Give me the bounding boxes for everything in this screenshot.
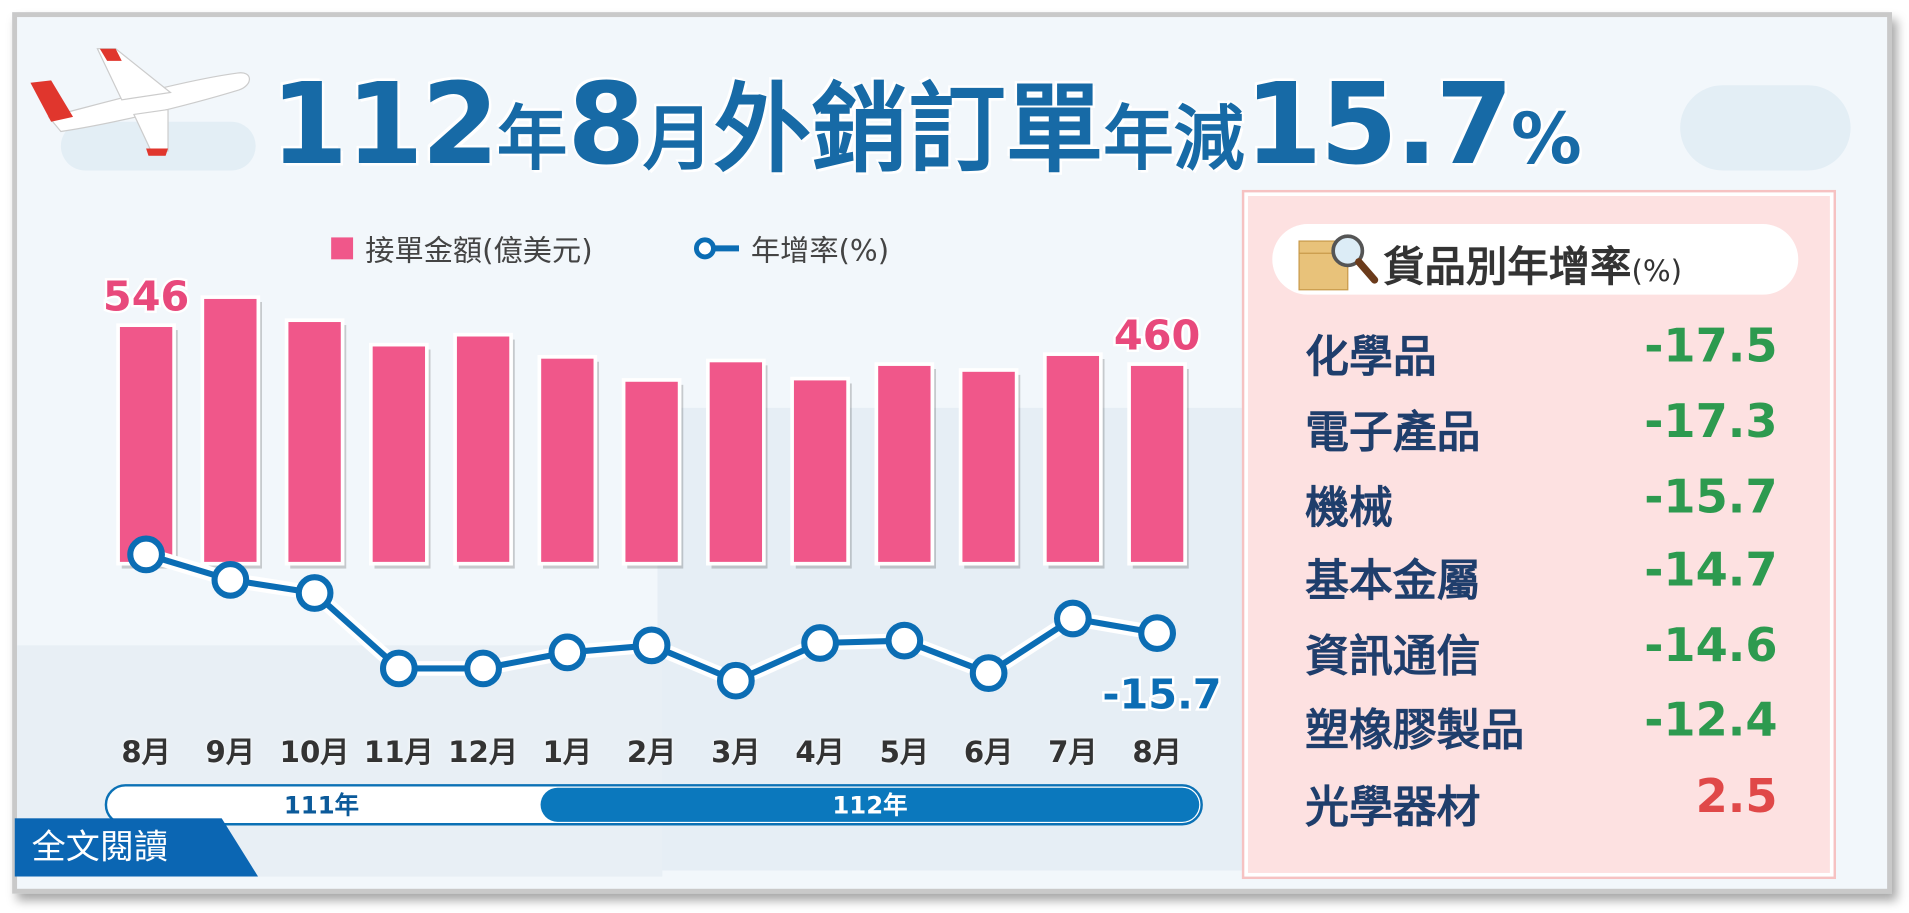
page-title: 112年8月外銷訂單年減15.7% (270, 51, 1582, 192)
line-point (127, 535, 165, 574)
bar (369, 342, 429, 566)
line-point (1138, 614, 1176, 652)
chart-plot: 546 460 -15.7 (100, 270, 1224, 721)
chart-legend: 接單金額(億美元) 年增率(%) (331, 226, 889, 269)
x-tick-label: 11月 (363, 735, 434, 770)
bar (453, 332, 513, 566)
x-tick-label: 8月 (121, 735, 171, 770)
category-label: 電子產品 (1305, 407, 1481, 458)
bar (874, 362, 935, 566)
legend-line-swatch (693, 236, 739, 259)
line-point (801, 624, 839, 662)
bar (958, 368, 1019, 566)
title-year: 112 (270, 59, 499, 190)
read-full-text-button[interactable]: 全文閱讀 (14, 818, 259, 877)
bar-value-label: 460 (1114, 311, 1200, 359)
legend-bar-label: 接單金額(億美元) (365, 233, 593, 268)
line-value-label: -15.7 (1102, 671, 1221, 719)
cloud-decoration (1680, 85, 1851, 171)
bar (621, 378, 682, 566)
line-point (464, 649, 502, 688)
category-growth-value: -14.6 (1644, 618, 1778, 673)
legend-line-label: 年增率(%) (750, 233, 890, 268)
category-growth-value: -17.3 (1644, 394, 1778, 449)
line-point (211, 560, 250, 599)
category-label: 基本金屬 (1305, 556, 1481, 607)
title-month: 8 (567, 59, 645, 190)
bar (1043, 352, 1103, 566)
line-point (969, 654, 1008, 693)
bar (790, 376, 850, 566)
bar (706, 358, 766, 566)
bar (284, 318, 345, 566)
x-tick-label: 3月 (711, 735, 761, 770)
x-tick-label: 5月 (879, 735, 930, 770)
title-text: 月 (642, 97, 714, 181)
category-label: 化學品 (1305, 332, 1437, 383)
title-value: 15.7 (1244, 59, 1513, 190)
x-tick-label: 4月 (795, 735, 845, 770)
year-label-111: 111年 (283, 790, 360, 820)
category-label: 光學器材 (1305, 782, 1481, 833)
bar (1127, 362, 1187, 566)
category-label: 機械 (1305, 483, 1393, 534)
line-point (1053, 599, 1092, 638)
panel-title: 貨品別年增率(%) (1383, 234, 1682, 294)
line-point (379, 649, 418, 688)
line-point (716, 661, 755, 700)
category-growth-panel (1241, 189, 1836, 880)
bar (200, 295, 261, 566)
year-label-112: 112年 (540, 787, 1200, 822)
x-tick-label: 8月 (1132, 735, 1182, 770)
legend-bar-swatch (331, 236, 354, 259)
line-point (632, 626, 671, 665)
category-growth-value: -15.7 (1644, 469, 1778, 524)
x-tick-label: 1月 (542, 735, 593, 770)
category-growth-value: 2.5 (1695, 769, 1778, 824)
category-label: 資訊通信 (1305, 631, 1481, 682)
line-point (295, 574, 334, 612)
title-text: 外銷訂單 (713, 73, 1104, 187)
line-point (548, 633, 587, 672)
bar-value-label: 546 (103, 273, 189, 321)
category-label: 塑橡膠製品 (1305, 706, 1525, 757)
bar (537, 355, 598, 566)
category-growth-value: -17.5 (1644, 318, 1778, 373)
x-tick-label: 6月 (963, 735, 1014, 770)
airplane-icon (30, 48, 251, 156)
x-tick-label: 2月 (626, 735, 677, 770)
panel-title-text: 貨品別年增率 (1383, 243, 1632, 293)
title-text: 年 (496, 97, 568, 181)
line-point (885, 621, 924, 660)
category-growth-value: -14.7 (1644, 543, 1778, 597)
x-tick-label: 12月 (448, 735, 519, 770)
box-magnifier-icon (1298, 234, 1379, 291)
category-growth-value: -12.4 (1644, 692, 1778, 747)
title-unit: % (1511, 97, 1582, 181)
panel-unit: (%) (1631, 254, 1683, 289)
title-text: 年減 (1103, 97, 1245, 181)
x-tick-label: 10月 (279, 735, 350, 770)
x-tick-label: 7月 (1048, 735, 1098, 770)
x-tick-label: 9月 (205, 735, 256, 770)
